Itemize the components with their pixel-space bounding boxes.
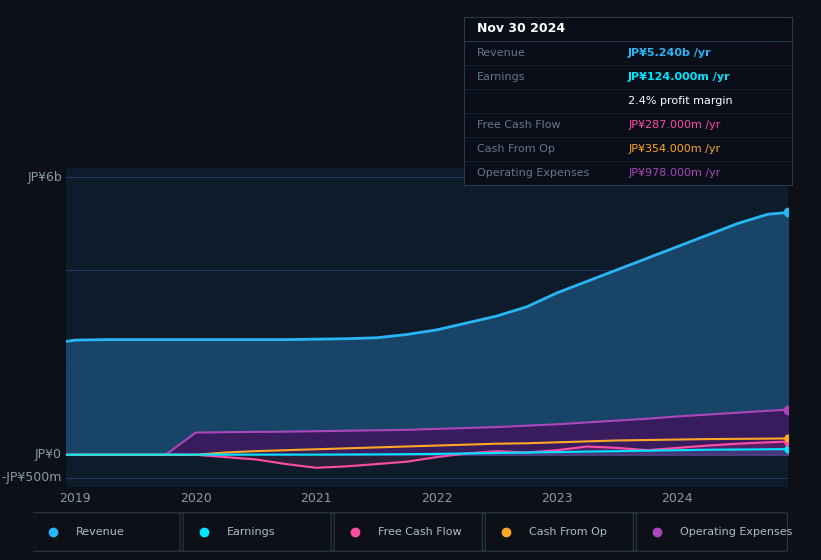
Text: JP¥287.000m /yr: JP¥287.000m /yr bbox=[628, 120, 721, 130]
Text: JP¥6b: JP¥6b bbox=[27, 171, 62, 184]
Text: Cash From Op: Cash From Op bbox=[529, 527, 607, 537]
Text: Free Cash Flow: Free Cash Flow bbox=[477, 120, 561, 130]
Text: Nov 30 2024: Nov 30 2024 bbox=[477, 22, 565, 35]
Text: Earnings: Earnings bbox=[227, 527, 276, 537]
Text: 2.4% profit margin: 2.4% profit margin bbox=[628, 96, 732, 106]
Text: -JP¥500m: -JP¥500m bbox=[2, 472, 62, 484]
Text: Cash From Op: Cash From Op bbox=[477, 144, 555, 154]
Text: Earnings: Earnings bbox=[477, 72, 525, 82]
Text: Revenue: Revenue bbox=[477, 48, 525, 58]
Text: JP¥5.240b /yr: JP¥5.240b /yr bbox=[628, 48, 712, 58]
Text: JP¥354.000m /yr: JP¥354.000m /yr bbox=[628, 144, 720, 154]
Text: Revenue: Revenue bbox=[76, 527, 125, 537]
Text: Free Cash Flow: Free Cash Flow bbox=[378, 527, 461, 537]
Text: JP¥124.000m /yr: JP¥124.000m /yr bbox=[628, 72, 731, 82]
Text: JP¥978.000m /yr: JP¥978.000m /yr bbox=[628, 168, 721, 178]
Text: Operating Expenses: Operating Expenses bbox=[477, 168, 589, 178]
Text: Operating Expenses: Operating Expenses bbox=[680, 527, 792, 537]
Text: JP¥0: JP¥0 bbox=[35, 449, 62, 461]
